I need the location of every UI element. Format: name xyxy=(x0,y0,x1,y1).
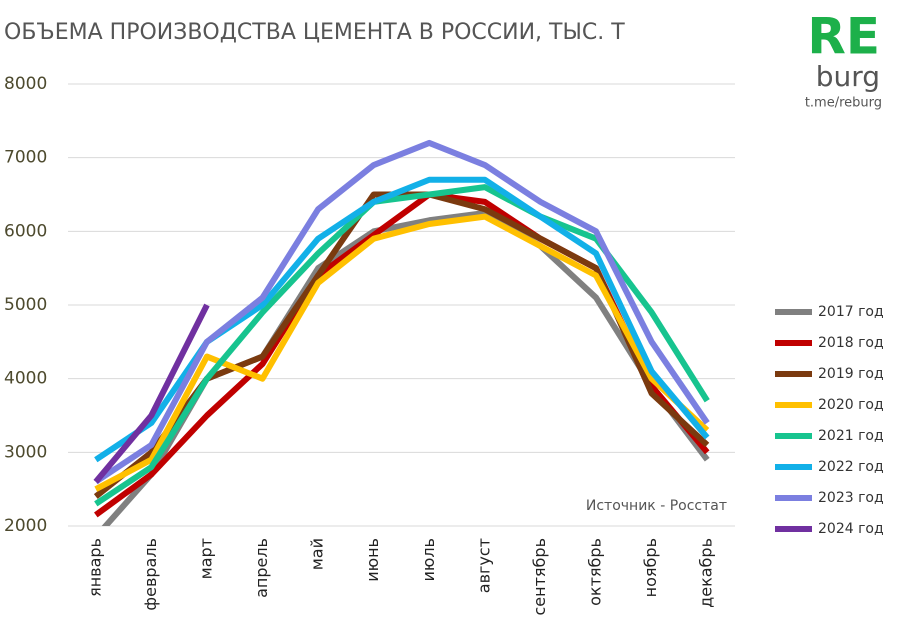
chart-title: ОБЪЕМА ПРОИЗВОДСТВА ЦЕМЕНТА В РОССИИ, ТЫ… xyxy=(4,20,625,45)
legend-label: 2023 год xyxy=(818,490,884,506)
x-tick-label: февраль xyxy=(141,538,160,611)
y-tick-label: 8000 xyxy=(4,74,47,94)
series-line xyxy=(93,303,210,484)
y-tick-label: 5000 xyxy=(4,295,47,315)
y-tick-label: 4000 xyxy=(4,369,47,389)
series-line xyxy=(94,139,710,485)
y-tick-label: 3000 xyxy=(4,442,47,462)
series-line xyxy=(94,213,710,492)
legend-label: 2021 год xyxy=(818,428,884,444)
y-tick-label: 2000 xyxy=(4,516,47,536)
x-tick-label: октябрь xyxy=(586,538,605,606)
y-tick-label: 6000 xyxy=(4,221,47,241)
annotation: Источник - Росстат xyxy=(586,498,727,514)
x-tick-label: январь xyxy=(85,538,104,597)
legend-label: 2017 год xyxy=(818,304,884,320)
logo-main: RE xyxy=(807,8,880,66)
legend-label: 2020 год xyxy=(818,397,884,413)
legend-label: 2018 год xyxy=(818,335,884,351)
x-tick-label: август xyxy=(474,538,493,593)
legend-label: 2022 год xyxy=(818,459,884,475)
x-tick-label: ноябрь xyxy=(641,538,660,597)
x-tick-label: март xyxy=(196,538,215,579)
x-tick-label: май xyxy=(308,538,327,570)
legend-label: 2024 год xyxy=(818,521,884,537)
x-tick-label: апрель xyxy=(252,538,271,598)
x-tick-label: июль xyxy=(419,538,438,582)
x-tick-label: июнь xyxy=(363,538,382,582)
logo-link: t.me/reburg xyxy=(805,96,882,111)
series-line xyxy=(94,191,710,518)
x-tick-label: сентябрь xyxy=(530,538,549,616)
legend-label: 2019 год xyxy=(818,366,884,382)
y-tick-label: 7000 xyxy=(4,148,47,168)
x-tick-label: декабрь xyxy=(697,538,716,608)
logo-sub: burg xyxy=(816,60,880,93)
